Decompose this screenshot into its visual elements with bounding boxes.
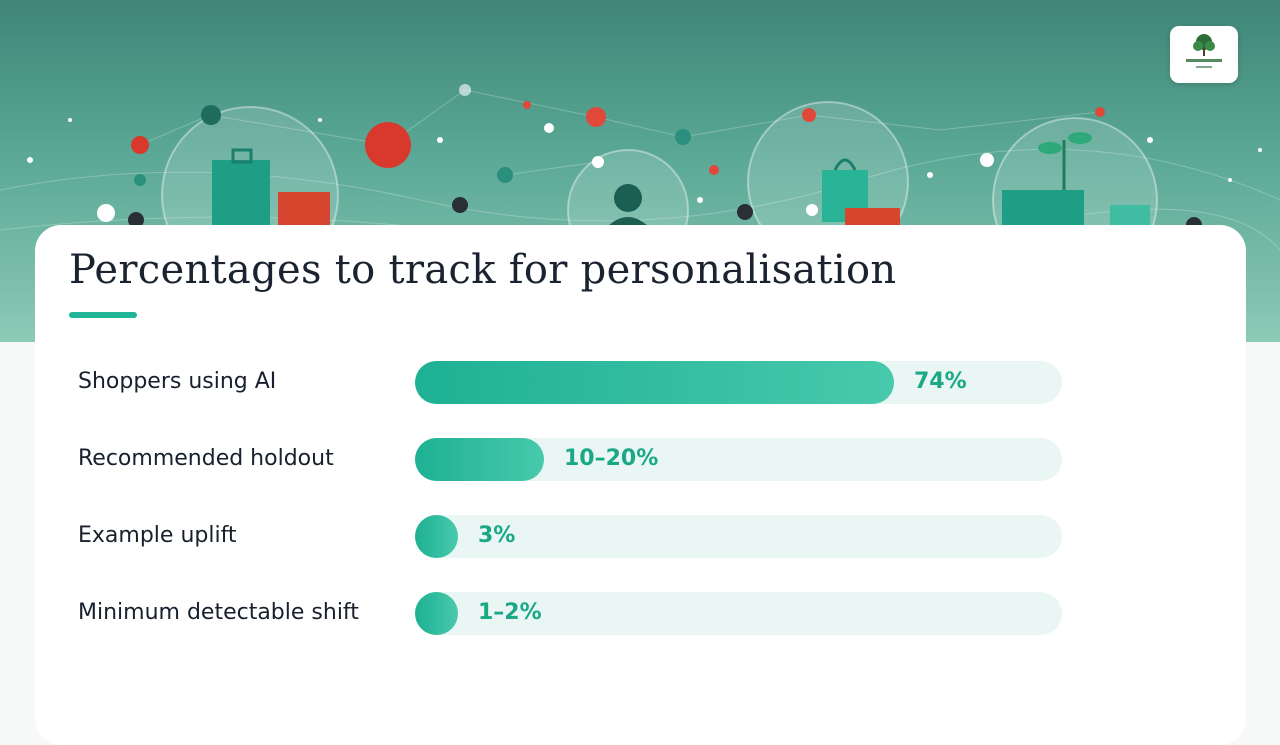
category-label-shoppers-using-ai: Shoppers using AI xyxy=(78,369,277,394)
slide-title: Percentages to track for personalisation xyxy=(69,247,897,293)
bar-minimum-detectable-shift xyxy=(415,592,458,635)
title-underline xyxy=(69,312,137,318)
bar-chart: Shoppers using AI 74% Recommended holdout 1… xyxy=(35,225,1246,745)
category-label-example-uplift: Example uplift xyxy=(78,523,237,548)
content-card: Percentages to track for personalisation… xyxy=(35,225,1246,745)
bar-track-example-uplift xyxy=(415,515,1062,558)
logo-badge xyxy=(1170,26,1238,83)
bar-shoppers-using-ai xyxy=(415,361,894,404)
category-label-recommended-holdout: Recommended holdout xyxy=(78,446,334,471)
value-label-shoppers-using-ai: 74% xyxy=(914,369,967,394)
bar-recommended-holdout xyxy=(415,438,544,481)
value-label-recommended-holdout: 10–20% xyxy=(564,446,659,471)
category-label-minimum-detectable-shift: Minimum detectable shift xyxy=(78,600,359,625)
value-label-example-uplift: 3% xyxy=(478,523,516,548)
bar-example-uplift xyxy=(415,515,458,558)
value-label-minimum-detectable-shift: 1–2% xyxy=(478,600,542,625)
tree-logo-icon xyxy=(1186,34,1222,68)
bar-track-minimum-detectable-shift xyxy=(415,592,1062,635)
